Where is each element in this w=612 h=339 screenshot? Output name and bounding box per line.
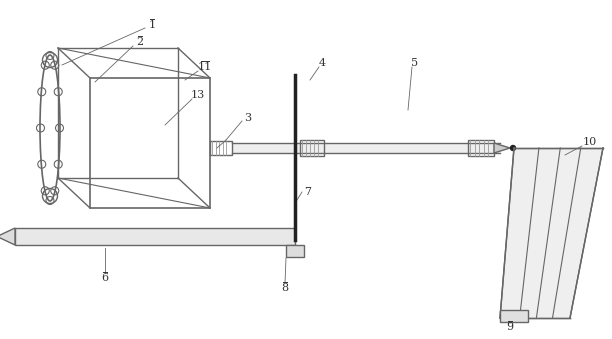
Bar — [500, 310, 528, 322]
Text: 6: 6 — [102, 273, 108, 283]
Text: 8: 8 — [282, 283, 289, 293]
Text: 7: 7 — [305, 187, 312, 197]
Bar — [90, 78, 210, 208]
Bar — [286, 245, 304, 257]
Text: 9: 9 — [507, 322, 513, 332]
Text: 5: 5 — [411, 58, 419, 68]
Text: 10: 10 — [583, 137, 597, 147]
Text: 13: 13 — [191, 90, 205, 100]
Bar — [300, 140, 324, 156]
Text: 4: 4 — [318, 58, 326, 68]
Bar — [210, 141, 232, 155]
Polygon shape — [0, 228, 15, 245]
Polygon shape — [232, 143, 500, 153]
Bar — [15, 228, 295, 245]
Text: 11: 11 — [198, 62, 212, 72]
Text: 2: 2 — [136, 37, 144, 47]
Bar — [468, 140, 494, 156]
Text: 3: 3 — [244, 113, 252, 123]
Polygon shape — [500, 148, 603, 318]
Circle shape — [510, 145, 515, 151]
Polygon shape — [494, 143, 510, 153]
Text: 1: 1 — [149, 20, 155, 30]
